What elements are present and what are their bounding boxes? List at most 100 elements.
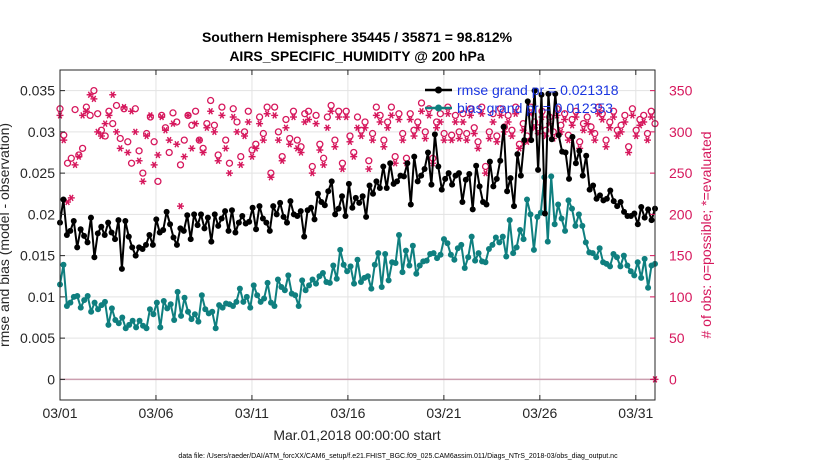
rmse-point <box>449 181 456 188</box>
bias-point <box>548 173 555 180</box>
rmse-point <box>208 238 215 245</box>
bias-point <box>344 268 351 275</box>
obs-evaluated-point <box>399 136 407 144</box>
obs-possible-point <box>455 128 463 136</box>
rmse-point <box>287 198 294 205</box>
asterisk-stroke <box>159 113 165 121</box>
obs-evaluated-point <box>568 121 576 129</box>
obs-evaluated-point <box>478 110 486 118</box>
bias-point <box>530 246 537 253</box>
obs-possible-point <box>440 129 448 138</box>
rmse-point <box>579 172 586 179</box>
obs-evaluated-point <box>444 110 452 118</box>
y-tick-label-right: 350 <box>669 83 693 99</box>
obs-possible-point <box>342 107 350 115</box>
asterisk-stroke <box>336 113 342 121</box>
rmse-point <box>497 157 504 164</box>
asterisk-stroke <box>309 169 315 177</box>
obs-possible-point <box>414 118 422 126</box>
obs-possible-point <box>319 154 328 162</box>
rmse-point <box>308 204 315 211</box>
bias-point <box>465 254 472 261</box>
obs-evaluated-point <box>256 120 264 128</box>
obs-possible-point <box>308 162 316 171</box>
bias-point <box>115 320 122 327</box>
bias-point <box>195 318 202 325</box>
obs-evaluated-point <box>286 140 294 148</box>
asterisk-stroke <box>358 132 364 140</box>
obs-evaluated-point <box>346 138 354 146</box>
bias-point <box>482 259 489 266</box>
rmse-point <box>321 202 328 209</box>
bias-point <box>337 246 344 253</box>
obs-evaluated-point <box>90 95 98 103</box>
bias-point <box>513 244 520 251</box>
bias-point <box>191 311 198 318</box>
obs-evaluated-point <box>625 149 633 156</box>
bias-point <box>101 298 108 305</box>
rmse-point <box>339 193 346 200</box>
obs-evaluated-point <box>361 124 369 132</box>
asterisk-stroke <box>129 107 134 115</box>
asterisk-stroke <box>422 135 428 142</box>
asterisk-stroke <box>385 124 390 132</box>
rmse-point <box>572 160 579 167</box>
bias-point <box>565 197 572 204</box>
obs-evaluated-point <box>357 132 365 140</box>
bias-point <box>247 304 254 311</box>
y-tick-label-left: 0.02 <box>28 206 55 222</box>
asterisk-stroke <box>132 128 138 136</box>
bias-point <box>385 277 392 284</box>
rmse-point <box>201 225 208 232</box>
obs-possible-point <box>71 105 79 114</box>
x-tick-label: 03/11 <box>235 405 269 421</box>
bias-point <box>579 222 586 229</box>
rmse-point <box>112 236 119 243</box>
bias-point <box>444 240 451 247</box>
rmse-point <box>638 203 645 210</box>
bias-point <box>285 272 292 279</box>
obs-evaluated-point <box>493 138 501 146</box>
obs-evaluated-point <box>380 143 388 151</box>
rmse-point <box>311 216 318 223</box>
asterisk-stroke <box>517 144 522 152</box>
asterisk-stroke <box>449 136 455 144</box>
rmse-point <box>517 172 524 179</box>
rmse-point <box>459 199 466 205</box>
rmse-point <box>115 217 122 224</box>
asterisk-stroke <box>468 111 473 119</box>
x-tick-label: 03/06 <box>138 405 173 421</box>
asterisk-stroke <box>569 121 575 129</box>
obs-possible-point <box>78 144 87 153</box>
bias-point <box>105 321 112 328</box>
bias-point <box>84 293 91 300</box>
rmse-point <box>270 203 277 210</box>
asterisk-stroke <box>626 149 631 156</box>
obs-possible-point <box>489 110 497 118</box>
obs-evaluated-point <box>459 118 467 126</box>
obs-possible-point <box>391 152 399 161</box>
obs-possible-point <box>255 113 264 121</box>
asterisk-stroke <box>328 107 334 115</box>
bias-point <box>133 324 140 331</box>
asterisk-stroke <box>264 110 270 118</box>
bias-point <box>396 232 403 238</box>
obs-evaluated-point <box>67 194 75 202</box>
bias-point <box>555 201 562 208</box>
rmse-point <box>514 151 521 158</box>
obs-evaluated-point <box>440 136 448 144</box>
rmse-point <box>314 190 321 197</box>
rmse-point <box>342 213 349 220</box>
asterisk-stroke <box>249 153 255 161</box>
obs-possible-point <box>380 136 388 144</box>
x-tick-label: 03/31 <box>618 405 653 421</box>
bias-point <box>430 250 437 257</box>
rmse-point <box>294 213 301 220</box>
obs-possible-point <box>206 96 215 105</box>
obs-evaluated-point <box>474 144 482 152</box>
obs-evaluated-point <box>143 132 151 140</box>
asterisk-stroke <box>223 144 229 152</box>
asterisk-stroke <box>453 118 458 126</box>
bias-point <box>233 298 240 305</box>
bias-point <box>212 325 219 332</box>
